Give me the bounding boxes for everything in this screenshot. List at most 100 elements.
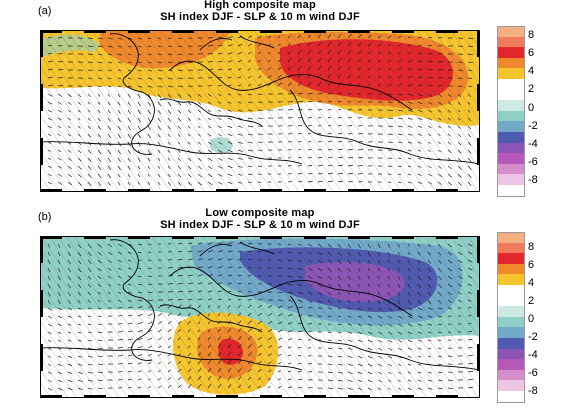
colorbar-segment xyxy=(498,284,524,296)
colorbar-segment xyxy=(498,57,524,69)
frame-tick xyxy=(260,30,282,33)
colorbar-segment xyxy=(498,359,524,370)
frame-tick xyxy=(260,189,282,192)
frame-tick xyxy=(40,84,43,111)
frame-tick xyxy=(128,395,150,398)
frame-tick xyxy=(260,395,282,398)
frame-tick xyxy=(128,236,150,239)
colorbar-segment xyxy=(498,306,524,317)
frame-tick xyxy=(40,236,43,263)
colorbar-segment xyxy=(498,253,524,264)
frame-tick xyxy=(477,290,480,317)
title-line-2: SH index DJF - SLP & 10 m wind DJF xyxy=(160,11,360,23)
composite-map xyxy=(40,236,480,398)
frame-tick xyxy=(172,236,194,239)
frame-tick xyxy=(40,189,62,192)
frame-tick xyxy=(40,395,62,398)
frame-tick xyxy=(84,395,106,398)
frame-tick xyxy=(216,189,238,192)
colorbar-segment xyxy=(498,89,524,101)
colorbar-tick: 4 xyxy=(528,65,535,77)
coastline xyxy=(40,347,303,371)
title-line-2: SH index DJF - SLP & 10 m wind DJF xyxy=(160,219,360,231)
colorbar-segment xyxy=(498,242,524,254)
composite-map xyxy=(40,30,480,192)
colorbar-segment xyxy=(498,184,524,196)
frame-tick xyxy=(348,395,370,398)
colorbar-segment xyxy=(498,100,524,111)
colorbar-segment xyxy=(498,78,524,90)
colorbar-segment xyxy=(498,174,524,185)
colorbar-tick: 0 xyxy=(528,313,535,325)
colorbar-tick: -4 xyxy=(528,349,538,361)
frame-tick xyxy=(40,30,62,33)
frame-tick xyxy=(84,189,106,192)
coastlines xyxy=(40,239,480,371)
significance-hatching xyxy=(40,236,480,398)
frame-tick xyxy=(477,138,480,165)
coastlines xyxy=(40,33,480,165)
frame-tick xyxy=(172,189,194,192)
colorbar-segment xyxy=(498,337,524,349)
colorbar-segment xyxy=(498,153,524,164)
frame-ticks xyxy=(40,30,480,192)
frame-tick xyxy=(40,30,43,57)
colorbar-tick: -6 xyxy=(528,367,538,379)
panel-title: High composite map SH index DJF - SLP & … xyxy=(110,0,410,23)
frame-tick xyxy=(436,236,458,239)
coastline xyxy=(199,35,275,51)
frame-tick xyxy=(392,30,414,33)
frame-tick xyxy=(304,30,326,33)
colorbar-tick: -2 xyxy=(528,331,538,343)
coastline xyxy=(40,141,303,165)
frame-tick xyxy=(216,30,238,33)
frame-tick xyxy=(40,138,43,165)
colorbar-segment xyxy=(498,263,524,275)
colorbar-tick: -6 xyxy=(528,156,538,168)
frame-tick xyxy=(40,236,62,239)
colorbar-tick: 6 xyxy=(528,47,535,59)
frame-ticks xyxy=(40,236,480,398)
frame-tick xyxy=(128,189,150,192)
colorbar-tick: -4 xyxy=(528,138,538,150)
title-line-1: High composite map xyxy=(204,0,316,11)
panel-label: (b) xyxy=(38,211,52,223)
coastline xyxy=(289,89,480,165)
frame-tick xyxy=(477,84,480,111)
frame-tick xyxy=(260,236,282,239)
coastline xyxy=(159,98,263,127)
colorbar-segment xyxy=(498,163,524,175)
colorbar-tick: 6 xyxy=(528,259,535,271)
colorbar-segment xyxy=(498,327,524,338)
title-line-1: Low composite map xyxy=(205,207,315,219)
panel-label: (a) xyxy=(38,5,52,17)
coastline xyxy=(109,33,155,155)
frame-tick xyxy=(304,236,326,239)
colorbar-segment xyxy=(498,380,524,391)
coastline xyxy=(289,295,480,371)
frame-tick xyxy=(40,290,43,317)
panel-title: Low composite map SH index DJF - SLP & 1… xyxy=(110,207,410,231)
colorbar-tick: -8 xyxy=(528,174,538,186)
coastline xyxy=(169,266,413,317)
frame-tick xyxy=(392,236,414,239)
panel-low-composite: (b) Low composite map SH index DJF - SLP… xyxy=(0,207,585,416)
colorbar-tick: 8 xyxy=(528,29,535,41)
frame-tick xyxy=(84,30,106,33)
coastline xyxy=(169,60,413,111)
colorbar-segment xyxy=(498,68,524,79)
colorbar-segment xyxy=(498,110,524,122)
colorbar-segment xyxy=(498,348,524,360)
coastline xyxy=(159,304,263,333)
frame-tick xyxy=(40,344,43,371)
panel-high-composite: (a) High composite map SH index DJF - SL… xyxy=(0,0,585,208)
colorbar-segment xyxy=(498,316,524,328)
frame-tick xyxy=(348,189,370,192)
colorbar-segment xyxy=(498,232,524,243)
colorbar-segment xyxy=(498,131,524,143)
colorbar-segment xyxy=(498,36,524,48)
frame-tick xyxy=(172,395,194,398)
frame-tick xyxy=(84,236,106,239)
colorbar-segment xyxy=(498,142,524,154)
frame-tick xyxy=(348,30,370,33)
